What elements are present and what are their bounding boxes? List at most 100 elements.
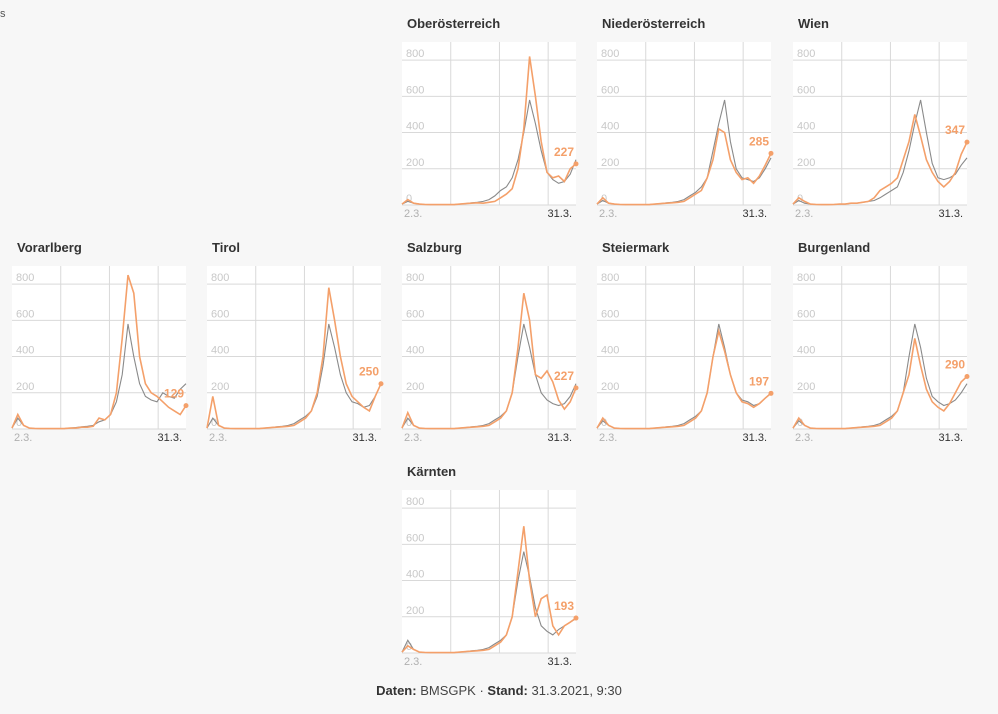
series-line-orange [401, 526, 577, 654]
panel-title: Vorarlberg [17, 240, 82, 255]
panel-wien: Wien 0 200 400 600 800 347 2.3. 31.3. [792, 10, 973, 220]
y-tick-label: 400 [406, 345, 424, 357]
y-tick-label: 600 [601, 84, 619, 96]
y-tick-label: 800 [601, 48, 619, 60]
y-tick-label: 800 [406, 48, 424, 60]
y-tick-label: 200 [797, 381, 815, 393]
y-tick-label: 200 [406, 381, 424, 393]
panel-title: Tirol [212, 240, 240, 255]
panel-title: Steiermark [602, 240, 670, 255]
x-tick-label: 31.3. [548, 208, 572, 220]
footer-source-label: Daten: [376, 683, 417, 698]
footer-date-value: 31.3.2021, 9:30 [531, 683, 622, 698]
series-line-orange [206, 287, 382, 430]
y-tick-label: 600 [406, 308, 424, 320]
y-tick-label: 400 [211, 345, 229, 357]
x-tick-label: 31.3. [353, 432, 377, 444]
end-value-label: 250 [359, 365, 379, 379]
end-value-label: 227 [554, 369, 574, 383]
end-value-label: 347 [945, 123, 965, 137]
panel-tirol: Tirol 0 200 400 600 800 250 2.3. 31.3. [206, 234, 387, 444]
y-tick-label: 400 [797, 345, 815, 357]
y-tick-label: 800 [797, 48, 815, 60]
y-tick-label: 200 [601, 157, 619, 169]
chart-svg: 0 200 400 600 800 129 2.3. 31.3. [11, 266, 189, 444]
panel-salzburg: Salzburg 0 200 400 600 800 227 2.3. 31.3. [401, 234, 582, 444]
y-tick-label: 600 [211, 308, 229, 320]
x-tick-label: 2.3. [795, 208, 813, 220]
chart-svg: 0 200 400 600 800 227 2.3. 31.3. [401, 42, 579, 220]
y-tick-label: 800 [406, 496, 424, 508]
y-tick-label: 400 [406, 121, 424, 133]
panel-burgenland: Burgenland 0 200 400 600 800 290 2.3. 31.3. [792, 234, 973, 444]
panel-kaernten: Kärnten 0 200 400 600 800 193 2.3. 31.3. [401, 458, 582, 668]
panel-title: Kärnten [407, 464, 457, 479]
y-tick-label: 800 [797, 272, 815, 284]
y-tick-label: 0 [797, 417, 803, 429]
end-point [573, 385, 579, 391]
end-value-label: 129 [164, 387, 184, 401]
y-tick-label: 400 [601, 121, 619, 133]
y-tick-label: 0 [406, 417, 412, 429]
x-tick-label: 2.3. [404, 656, 422, 668]
y-tick-label: 200 [601, 381, 619, 393]
series-line-orange [11, 274, 187, 430]
y-tick-label: 600 [406, 84, 424, 96]
x-tick-label: 2.3. [795, 432, 813, 444]
plot-area [793, 42, 967, 205]
y-tick-label: 400 [601, 345, 619, 357]
y-tick-label: 200 [797, 157, 815, 169]
y-tick-label: 200 [16, 381, 34, 393]
y-tick-label: 0 [406, 193, 412, 205]
panel-oberoesterreich: Oberösterreich 0 200 400 600 800 227 2.3. 31.3. [401, 10, 582, 220]
x-tick-label: 2.3. [599, 432, 617, 444]
y-tick-label: 200 [406, 605, 424, 617]
panel-title: Salzburg [407, 240, 462, 255]
footer-source-value: BMSGPK [420, 683, 476, 698]
x-tick-label: 31.3. [939, 208, 963, 220]
y-tick-label: 800 [601, 272, 619, 284]
y-tick-label: 400 [406, 569, 424, 581]
plot-area [207, 266, 381, 429]
end-point [964, 139, 970, 145]
chart-svg: 0 200 400 600 800 290 2.3. 31.3. [792, 266, 970, 444]
end-point [573, 615, 579, 621]
plot-area [597, 266, 771, 429]
x-tick-label: 2.3. [404, 208, 422, 220]
chart-svg: 0 200 400 600 800 197 2.3. 31.3. [596, 266, 774, 444]
plot-area [12, 266, 186, 429]
x-tick-label: 31.3. [158, 432, 182, 444]
series-line-orange [792, 338, 968, 430]
plot-area [402, 266, 576, 429]
y-tick-label: 0 [601, 417, 607, 429]
end-point [378, 381, 384, 387]
y-tick-label: 600 [797, 308, 815, 320]
x-tick-label: 31.3. [743, 208, 767, 220]
panel-steiermark: Steiermark 0 200 400 600 800 197 2.3. 31.3. [596, 234, 777, 444]
corner-text-fragment: s [0, 8, 6, 20]
y-tick-label: 400 [797, 121, 815, 133]
series-line-orange [596, 127, 772, 206]
series-line-orange [401, 56, 577, 206]
panel-title: Wien [798, 16, 829, 31]
x-tick-label: 2.3. [209, 432, 227, 444]
x-tick-label: 2.3. [404, 432, 422, 444]
end-point [573, 161, 579, 167]
series-line-orange [401, 293, 577, 430]
chart-svg: 0 200 400 600 800 227 2.3. 31.3. [401, 266, 579, 444]
x-tick-label: 31.3. [548, 432, 572, 444]
end-point [768, 150, 774, 156]
y-tick-label: 600 [797, 84, 815, 96]
end-point [183, 403, 189, 409]
y-tick-label: 0 [16, 417, 22, 429]
plot-area [402, 42, 576, 205]
y-tick-label: 600 [16, 308, 34, 320]
y-tick-label: 800 [16, 272, 34, 284]
footer-date-label: Stand: [487, 683, 528, 698]
plot-area [793, 266, 967, 429]
panel-vorarlberg: Vorarlberg 0 200 400 600 800 129 2.3. 31.3. [11, 234, 192, 444]
x-tick-label: 2.3. [599, 208, 617, 220]
